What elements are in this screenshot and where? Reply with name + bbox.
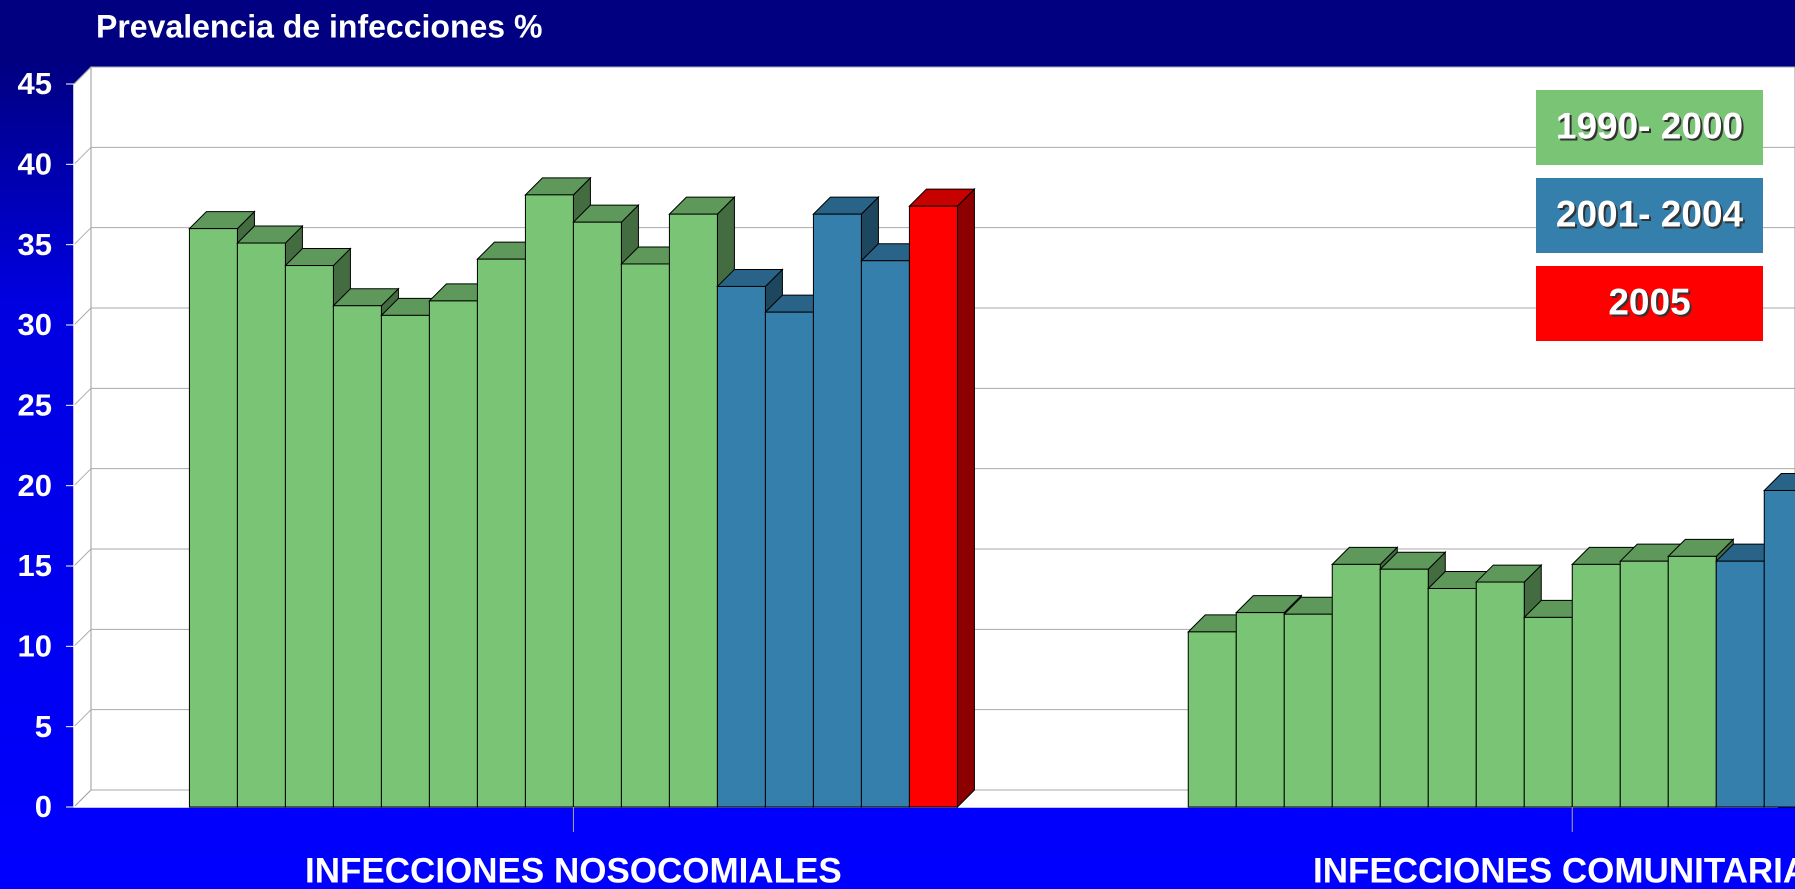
bar [284, 265, 334, 808]
bar [1523, 616, 1573, 808]
grid-line-side [73, 789, 92, 808]
legend-swatch [1536, 90, 1763, 165]
bar [1763, 489, 1795, 808]
x-tick-label: INFECCIONES COMUNITARIAS [1313, 851, 1795, 889]
bar [1715, 560, 1765, 808]
bar [812, 213, 862, 808]
y-tick-label: 30 [18, 307, 52, 342]
bar [428, 300, 478, 808]
bar [1475, 581, 1525, 808]
y-tick-label: 20 [18, 468, 52, 503]
x-tick-label: INFECCIONES NOSOCOMIALES [305, 851, 842, 889]
grid-line-side [73, 468, 92, 487]
bar [764, 311, 814, 808]
bar [1427, 587, 1477, 808]
y-tick-label: 5 [35, 709, 52, 744]
bar [236, 242, 286, 808]
y-tick-label: 40 [18, 147, 52, 182]
legend-label-shadow: 2005 [1610, 283, 1692, 324]
bar [860, 260, 910, 808]
bar [908, 205, 958, 808]
legend-swatch [1536, 178, 1763, 253]
grid-line-side [73, 66, 92, 85]
bar [1667, 555, 1717, 808]
bar [620, 263, 670, 808]
grid-line-side [73, 387, 92, 406]
y-tick-label: 45 [18, 66, 52, 101]
side-wall [73, 65, 92, 809]
bar [524, 194, 574, 808]
chart-title: Prevalencia de infecciones % [96, 8, 542, 44]
bar [668, 213, 718, 808]
grid-line-side [73, 628, 92, 647]
grid-line-side [73, 548, 92, 567]
bar-side [956, 187, 975, 809]
bar [380, 314, 430, 808]
y-tick-label: 10 [18, 629, 52, 664]
legend-label: 1990- 2000 [1556, 105, 1743, 146]
bar [1283, 613, 1333, 808]
y-tick-label: 0 [35, 789, 52, 824]
grid-line-side [73, 227, 92, 246]
bar [1187, 631, 1237, 808]
y-tick-label: 25 [18, 388, 52, 423]
bar [1571, 563, 1621, 808]
grid-line-side [73, 146, 92, 165]
legend-label: 2005 [1608, 281, 1690, 322]
bar [1379, 568, 1429, 808]
legend-label: 2001- 2004 [1556, 193, 1744, 234]
legend-swatch [1536, 266, 1763, 341]
bar [332, 305, 382, 808]
bar-top [1763, 472, 1795, 491]
legend-label-shadow: 2001- 2004 [1558, 195, 1746, 236]
bar [572, 221, 622, 808]
y-tick-label: 15 [18, 548, 52, 583]
y-tick-label: 35 [18, 227, 52, 262]
bar [188, 228, 238, 808]
bar [476, 258, 526, 808]
legend-label-shadow: 1990- 2000 [1558, 107, 1745, 148]
bar [1331, 563, 1381, 808]
grid-line-side [73, 709, 92, 728]
bar [1235, 612, 1285, 808]
bar [716, 285, 766, 808]
grid-line-side [73, 307, 92, 326]
bar [1619, 560, 1669, 808]
